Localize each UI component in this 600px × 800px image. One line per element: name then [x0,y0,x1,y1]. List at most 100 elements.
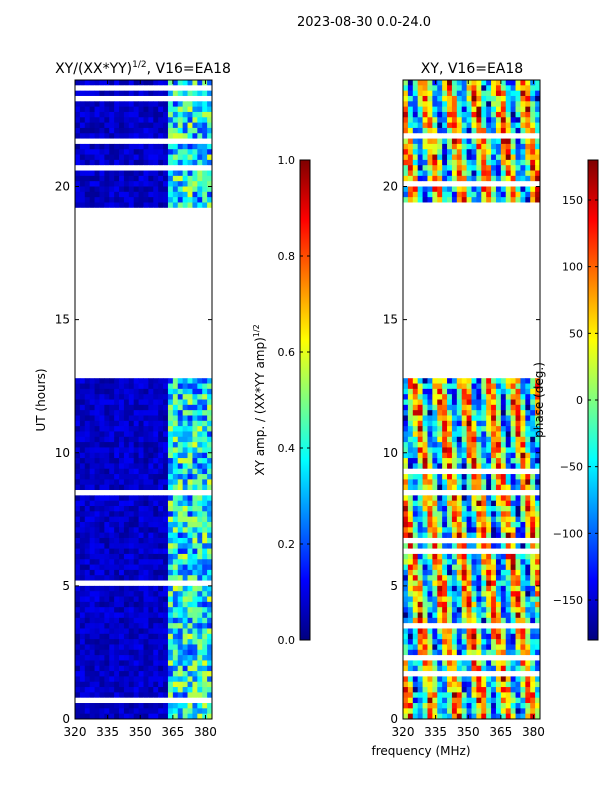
heatmap-cell [530,346,536,352]
heatmap-cell [202,708,208,715]
heatmap-cell [202,266,208,273]
heatmap-cell [89,474,95,480]
heatmap-cell [451,261,458,267]
heatmap-cell [525,181,531,187]
heatmap-cell [525,127,531,134]
heatmap-cell [192,687,198,693]
heatmap-cell [432,234,438,241]
heatmap-cell [407,351,414,358]
heatmap-cell [476,149,482,155]
heatmap-cell [84,548,91,555]
heatmap-cell [89,543,95,550]
heatmap-cell [109,175,115,182]
heatmap-cell [89,511,95,518]
heatmap-cell [143,383,149,390]
heatmap-cell [114,250,120,257]
heatmap-cell [530,261,536,267]
heatmap-cell [138,154,144,161]
heatmap-cell [505,191,512,198]
heatmap-cell [471,111,477,118]
heatmap-cell [456,340,463,347]
heatmap-cell [471,282,477,289]
heatmap-cell [403,250,409,257]
heatmap-cell [530,314,536,321]
heatmap-cell [133,404,139,411]
heatmap-cell [417,282,423,289]
heatmap-cell [535,245,540,251]
heatmap-cell [202,628,208,635]
heatmap-cell [427,340,433,347]
heatmap-cell [138,420,144,427]
heatmap-cell [207,340,212,347]
heatmap-cell [79,282,86,289]
heatmap-cell [133,197,139,203]
heatmap-cell [99,452,105,459]
heatmap-cell [89,692,95,699]
heatmap-cell [114,415,120,422]
heatmap-cell [94,436,100,443]
heatmap-cell [119,298,125,305]
heatmap-cell [79,175,86,182]
heatmap-cell [104,356,110,363]
heatmap-cell [109,202,115,209]
heatmap-cell [123,516,130,523]
heatmap-cell [128,245,135,251]
heatmap-cell [143,106,149,113]
heatmap-cell [207,575,212,581]
heatmap-cell [167,591,174,597]
heatmap-cell [476,229,482,235]
heatmap-cell [197,447,203,454]
heatmap-cell [114,266,120,273]
heatmap-cell [422,154,428,161]
heatmap-cell [128,351,135,358]
heatmap-cell [75,468,81,475]
heatmap-cell [412,143,419,150]
heatmap-cell [153,639,159,645]
heatmap-cell [192,277,198,283]
heatmap-cell [75,671,81,677]
heatmap-cell [187,665,193,672]
heatmap-cell [79,127,86,134]
heatmap-cell [114,308,120,315]
heatmap-cell [456,80,463,86]
heatmap-cell [138,399,144,406]
heatmap-cell [476,234,482,241]
heatmap-cell [192,692,198,699]
heatmap-cell [133,575,139,581]
heatmap-cell [99,207,105,214]
heatmap-cell [187,106,193,113]
heatmap-cell [109,665,115,672]
heatmap-cell [75,463,81,470]
heatmap-cell [143,95,149,102]
heatmap-cell [466,85,472,92]
heatmap-cell [437,293,443,299]
heatmap-cell [417,138,423,145]
heatmap-cell [207,623,212,629]
heatmap-cell [207,495,212,502]
heatmap-cell [163,245,169,251]
heatmap-cell [407,324,414,331]
heatmap-cell [104,383,110,390]
heatmap-cell [515,202,521,209]
heatmap-cell [94,261,100,267]
heatmap-cell [79,607,86,613]
heatmap-cell [99,85,105,92]
heatmap-cell [202,420,208,427]
heatmap-cell [143,266,149,273]
heatmap-cell [148,569,154,576]
heatmap-cell [535,117,540,124]
heatmap-cell [79,628,86,635]
heatmap-cell [128,213,135,219]
heatmap-cell [84,458,91,464]
heatmap-cell [163,340,169,347]
heatmap-cell [94,511,100,518]
heatmap-cell [148,516,154,523]
heatmap-cell [461,245,467,251]
heatmap-cell [79,95,86,102]
heatmap-cell [133,490,139,496]
heatmap-cell [177,671,184,677]
heatmap-cell [202,703,208,709]
heatmap-cell [466,245,472,251]
heatmap-cell [158,559,164,565]
heatmap-cell [167,628,174,635]
